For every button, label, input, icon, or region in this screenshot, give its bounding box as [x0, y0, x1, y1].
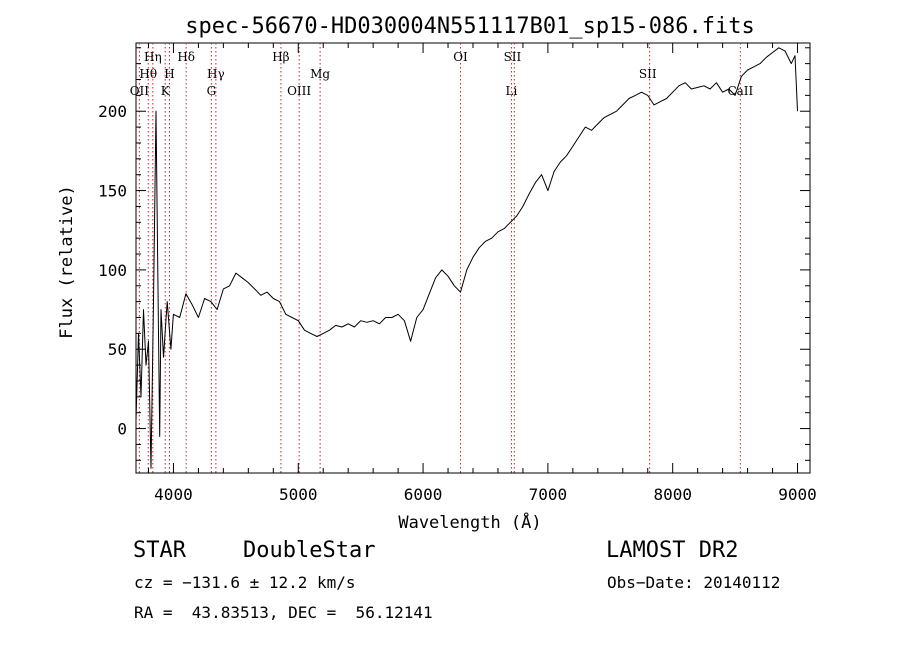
- spectral-line-label: SII: [504, 50, 522, 64]
- x-axis-label: Wavelength (Å): [398, 511, 541, 533]
- spectral-line-label: Hβ: [272, 50, 289, 64]
- redshift-readout: cz = −131.6 ± 12.2 km/s: [134, 573, 356, 592]
- y-tick-label: 0: [117, 420, 127, 439]
- line-marker-group: [138, 43, 741, 473]
- y-tick-label: 50: [108, 340, 127, 359]
- subclass-label: DoubleStar: [243, 538, 376, 563]
- y-tick-label: 100: [98, 261, 127, 280]
- spectral-line-label: Hδ: [177, 50, 195, 64]
- spectral-line-label: K: [161, 84, 171, 98]
- survey-label: LAMOST DR2: [606, 538, 739, 563]
- axes-group: 4000 5000 6000 7000 8000 9000 0 50 100 150 200: [98, 43, 817, 504]
- y-axis-label: Flux (relative): [57, 185, 77, 339]
- chart-title: spec-56670-HD030004N551117B01_sp15-086.f…: [185, 14, 755, 39]
- y-tick-label: 150: [98, 182, 127, 201]
- y-tick-label: 200: [98, 102, 127, 121]
- spectral-line-label: SII: [639, 67, 657, 81]
- spectral-line-label: Hθ: [139, 67, 157, 81]
- spectral-line-label: OI: [453, 50, 468, 64]
- x-tick-label: 8000: [653, 485, 692, 504]
- spectrum-group: [135, 47, 798, 469]
- spectral-line-label: G: [207, 84, 217, 98]
- spectral-line-label: OIII: [287, 84, 311, 98]
- spectral-line-label: H: [164, 67, 174, 81]
- x-tick-label: 9000: [778, 485, 817, 504]
- spectral-line-label: Hγ: [207, 67, 225, 81]
- spectral-line-label: Hη: [144, 50, 162, 64]
- x-tick-label: 6000: [404, 485, 443, 504]
- x-tick-label: 7000: [529, 485, 568, 504]
- x-tick-label: 4000: [154, 485, 193, 504]
- coordinates-readout: RA = 43.83513, DEC = 56.12141: [134, 603, 433, 622]
- class-label: STAR: [133, 538, 186, 563]
- spectral-line-label: Li: [506, 84, 518, 98]
- obs-date-readout: Obs−Date: 20140112: [607, 573, 781, 592]
- spectrum-line: [135, 47, 798, 469]
- spectral-line-label: OII: [130, 84, 150, 98]
- spectral-line-label: Mg: [310, 67, 330, 81]
- x-tick-label: 5000: [279, 485, 318, 504]
